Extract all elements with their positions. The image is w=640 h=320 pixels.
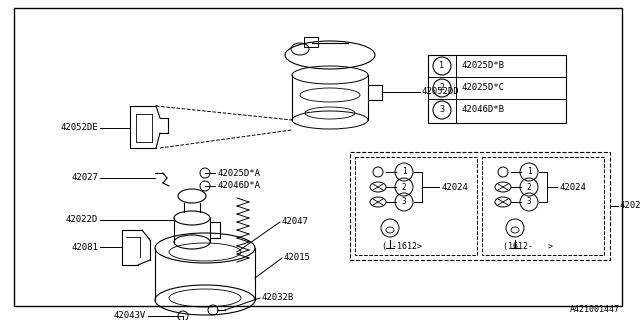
Text: 42022D: 42022D <box>66 215 98 225</box>
Bar <box>428 55 566 123</box>
Text: (1612-   >: (1612- > <box>503 242 553 251</box>
Text: 42025D*C: 42025D*C <box>461 84 504 92</box>
Text: 42052DD: 42052DD <box>422 87 460 97</box>
Bar <box>355 157 477 255</box>
Text: 42025D*A: 42025D*A <box>217 169 260 178</box>
Text: 2: 2 <box>440 84 445 92</box>
Bar <box>304 37 318 47</box>
Text: ( -1612>: ( -1612> <box>382 242 422 251</box>
Text: 42046D*B: 42046D*B <box>461 106 504 115</box>
Text: 42052DE: 42052DE <box>60 124 98 132</box>
Text: 1: 1 <box>527 167 531 177</box>
Text: 42015: 42015 <box>284 253 311 262</box>
Text: 42025D*B: 42025D*B <box>461 61 504 70</box>
Text: 42047: 42047 <box>282 218 309 227</box>
Bar <box>482 157 604 255</box>
Text: 42024: 42024 <box>441 182 468 191</box>
Text: 2: 2 <box>527 182 531 191</box>
Bar <box>350 152 610 260</box>
Text: 3: 3 <box>527 197 531 206</box>
Text: 2: 2 <box>402 182 406 191</box>
Text: A421001447: A421001447 <box>570 305 620 314</box>
Text: 1: 1 <box>402 167 406 177</box>
Text: 1: 1 <box>440 61 445 70</box>
Text: 3: 3 <box>402 197 406 206</box>
Text: 42043V: 42043V <box>114 311 146 320</box>
Text: 42024: 42024 <box>559 182 586 191</box>
Text: 42027: 42027 <box>71 173 98 182</box>
Text: 3: 3 <box>440 106 445 115</box>
Text: 42081: 42081 <box>71 243 98 252</box>
Text: 42032B: 42032B <box>262 293 294 302</box>
Text: 42021: 42021 <box>620 202 640 211</box>
Text: 42046D*A: 42046D*A <box>217 181 260 190</box>
